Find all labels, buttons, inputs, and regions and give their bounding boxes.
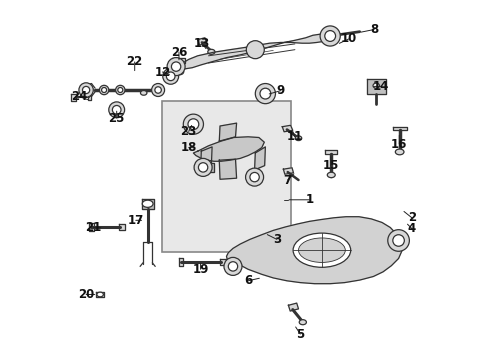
Text: 4: 4 — [407, 222, 415, 235]
Text: 12: 12 — [154, 66, 170, 78]
Circle shape — [115, 85, 125, 95]
Circle shape — [112, 105, 121, 114]
Polygon shape — [254, 147, 265, 170]
Circle shape — [246, 41, 264, 59]
Polygon shape — [226, 217, 401, 284]
Text: 24: 24 — [71, 90, 87, 103]
Polygon shape — [88, 94, 91, 100]
Polygon shape — [89, 223, 94, 231]
Polygon shape — [366, 79, 385, 94]
Polygon shape — [219, 159, 236, 179]
Circle shape — [151, 84, 164, 96]
Text: 5: 5 — [296, 328, 304, 341]
Text: 10: 10 — [340, 32, 356, 45]
Ellipse shape — [142, 200, 153, 207]
Circle shape — [79, 83, 93, 97]
Circle shape — [118, 87, 122, 93]
FancyBboxPatch shape — [162, 101, 291, 252]
Polygon shape — [282, 125, 292, 132]
Polygon shape — [288, 303, 298, 311]
Text: 1: 1 — [305, 193, 313, 206]
Ellipse shape — [140, 91, 146, 95]
Text: 7: 7 — [283, 174, 291, 186]
Ellipse shape — [207, 49, 215, 54]
Polygon shape — [198, 163, 213, 172]
Polygon shape — [71, 94, 76, 101]
Text: 16: 16 — [390, 138, 407, 150]
Polygon shape — [193, 137, 264, 161]
Text: 13: 13 — [194, 37, 210, 50]
Polygon shape — [119, 224, 125, 230]
Text: 18: 18 — [180, 141, 197, 154]
Text: 8: 8 — [369, 23, 377, 36]
Circle shape — [183, 114, 203, 134]
Text: 14: 14 — [372, 80, 388, 93]
Text: 9: 9 — [276, 84, 284, 97]
Circle shape — [228, 262, 237, 271]
Ellipse shape — [97, 292, 103, 297]
Circle shape — [155, 87, 161, 93]
Ellipse shape — [292, 233, 350, 267]
Text: 25: 25 — [108, 112, 124, 125]
Polygon shape — [174, 34, 334, 69]
Text: 6: 6 — [244, 274, 252, 287]
Circle shape — [163, 68, 178, 84]
Ellipse shape — [174, 69, 183, 75]
Text: 15: 15 — [322, 159, 338, 172]
Circle shape — [82, 86, 89, 94]
Circle shape — [99, 85, 108, 95]
Circle shape — [392, 235, 404, 246]
Polygon shape — [283, 168, 293, 174]
Polygon shape — [197, 38, 206, 45]
Text: 21: 21 — [85, 221, 101, 234]
Text: 17: 17 — [127, 214, 143, 227]
Polygon shape — [326, 34, 336, 38]
Circle shape — [260, 88, 270, 99]
Circle shape — [167, 58, 185, 76]
Circle shape — [171, 62, 181, 71]
Circle shape — [249, 172, 259, 182]
Polygon shape — [219, 123, 236, 141]
Circle shape — [108, 102, 124, 118]
Ellipse shape — [299, 320, 306, 325]
Ellipse shape — [394, 149, 403, 155]
Text: 19: 19 — [192, 263, 208, 276]
Text: 22: 22 — [126, 55, 142, 68]
Text: 2: 2 — [407, 211, 415, 224]
Ellipse shape — [372, 83, 379, 88]
Polygon shape — [325, 150, 337, 154]
Text: 26: 26 — [170, 46, 187, 59]
Ellipse shape — [295, 136, 301, 140]
Ellipse shape — [326, 172, 335, 177]
Circle shape — [194, 158, 212, 176]
Circle shape — [166, 72, 175, 81]
Polygon shape — [220, 259, 225, 265]
Text: 20: 20 — [78, 288, 94, 301]
Circle shape — [102, 87, 106, 93]
Ellipse shape — [298, 238, 345, 262]
Circle shape — [224, 257, 242, 275]
Circle shape — [245, 168, 263, 186]
Polygon shape — [200, 147, 212, 170]
Circle shape — [387, 230, 408, 251]
Circle shape — [198, 163, 207, 172]
Circle shape — [255, 84, 275, 104]
Polygon shape — [179, 258, 183, 266]
Polygon shape — [172, 58, 185, 63]
Polygon shape — [392, 127, 406, 130]
Polygon shape — [142, 199, 153, 209]
Polygon shape — [96, 292, 104, 297]
Text: 11: 11 — [286, 130, 303, 143]
Text: 23: 23 — [180, 125, 197, 138]
Circle shape — [324, 31, 335, 41]
Circle shape — [187, 119, 199, 130]
Text: 3: 3 — [272, 233, 281, 246]
Circle shape — [320, 26, 340, 46]
